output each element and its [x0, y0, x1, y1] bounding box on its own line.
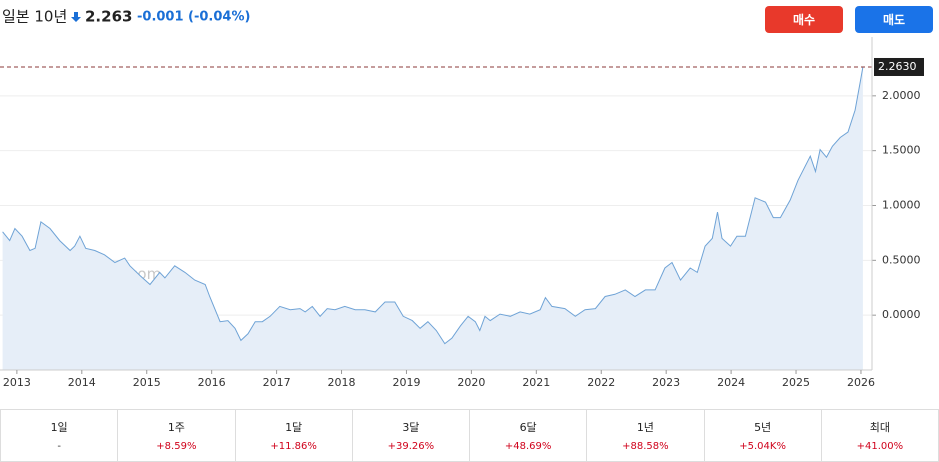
period-change: +5.04K% [739, 441, 786, 452]
title: 일본 10년 [2, 8, 67, 26]
period: 5년 [754, 421, 772, 434]
period-change: - [57, 441, 61, 452]
period-change: +88.58% [622, 441, 669, 452]
period-change: +48.69% [504, 441, 552, 452]
x-tick-label: 2017 [263, 376, 291, 389]
period: 6달 [519, 421, 537, 434]
period: 1년 [636, 421, 654, 434]
performance-cell: 3달 +39.26% [351, 410, 469, 461]
performance-cell: 1주 +8.59% [117, 410, 234, 461]
period: 1달 [285, 421, 303, 434]
x-tick-label: 2025 [782, 376, 810, 389]
change: -0.001 (-0.04%) [137, 10, 250, 25]
x-tick-label: 2019 [392, 376, 420, 389]
price: 2.263 [85, 8, 132, 26]
performance-cell: 5년 +5.04K% [703, 410, 821, 461]
period-change: +39.26% [387, 441, 435, 452]
performance-cell: 1달 +11.86% [234, 410, 352, 461]
current-price-label: 2.2630 [878, 60, 917, 73]
sell-button[interactable]: 매도 [855, 6, 933, 33]
x-tick-label: 2024 [717, 376, 745, 389]
y-tick-label: 2.0000 [882, 89, 921, 102]
x-tick-label: 2026 [847, 376, 875, 389]
x-tick-label: 2014 [68, 376, 96, 389]
y-tick-label: 1.0000 [882, 199, 921, 212]
x-tick-label: 2018 [328, 376, 356, 389]
period: 1주 [167, 421, 185, 434]
performance-table: 1일 - 1주 +8.59% 1달 +11.86% 3달 +39.26% 6달 +48.69% 1년… [0, 409, 939, 462]
performance-cell: 1일 - [1, 410, 117, 461]
current-price-box [874, 57, 924, 76]
x-tick-label: 2020 [457, 376, 485, 389]
down-arrow [71, 12, 81, 22]
x-tick-label: 2016 [198, 376, 226, 389]
period: 1일 [50, 421, 68, 434]
performance-cell: 최대 +41.00% [820, 410, 938, 461]
buy-button[interactable]: 매수 [765, 6, 843, 33]
x-tick-label: 2021 [522, 376, 550, 389]
x-tick-label: 2022 [587, 376, 615, 389]
performance-cell: 6달 +48.69% [469, 410, 586, 461]
period-change: +8.59% [156, 441, 197, 452]
period-change: +41.00% [856, 441, 904, 452]
chart: 일본 10년 2.263 -0.001 (-0.04%) 0.0000 0.500… [0, 8, 924, 389]
x-tick-label: 2013 [3, 376, 31, 389]
performance-cell: 1년 +88.58% [586, 410, 703, 461]
x-tick-label: 2015 [133, 376, 161, 389]
line [2, 66, 864, 345]
area [2, 67, 863, 370]
y-tick-label: 0.0000 [882, 308, 921, 321]
period-change: +11.86% [270, 441, 317, 452]
period: 최대 [869, 421, 890, 434]
x-tick-label: 2023 [652, 376, 680, 389]
y-tick-label: 1.5000 [882, 144, 921, 157]
period: 3달 [402, 421, 420, 434]
y-tick-label: 0.5000 [882, 253, 921, 266]
